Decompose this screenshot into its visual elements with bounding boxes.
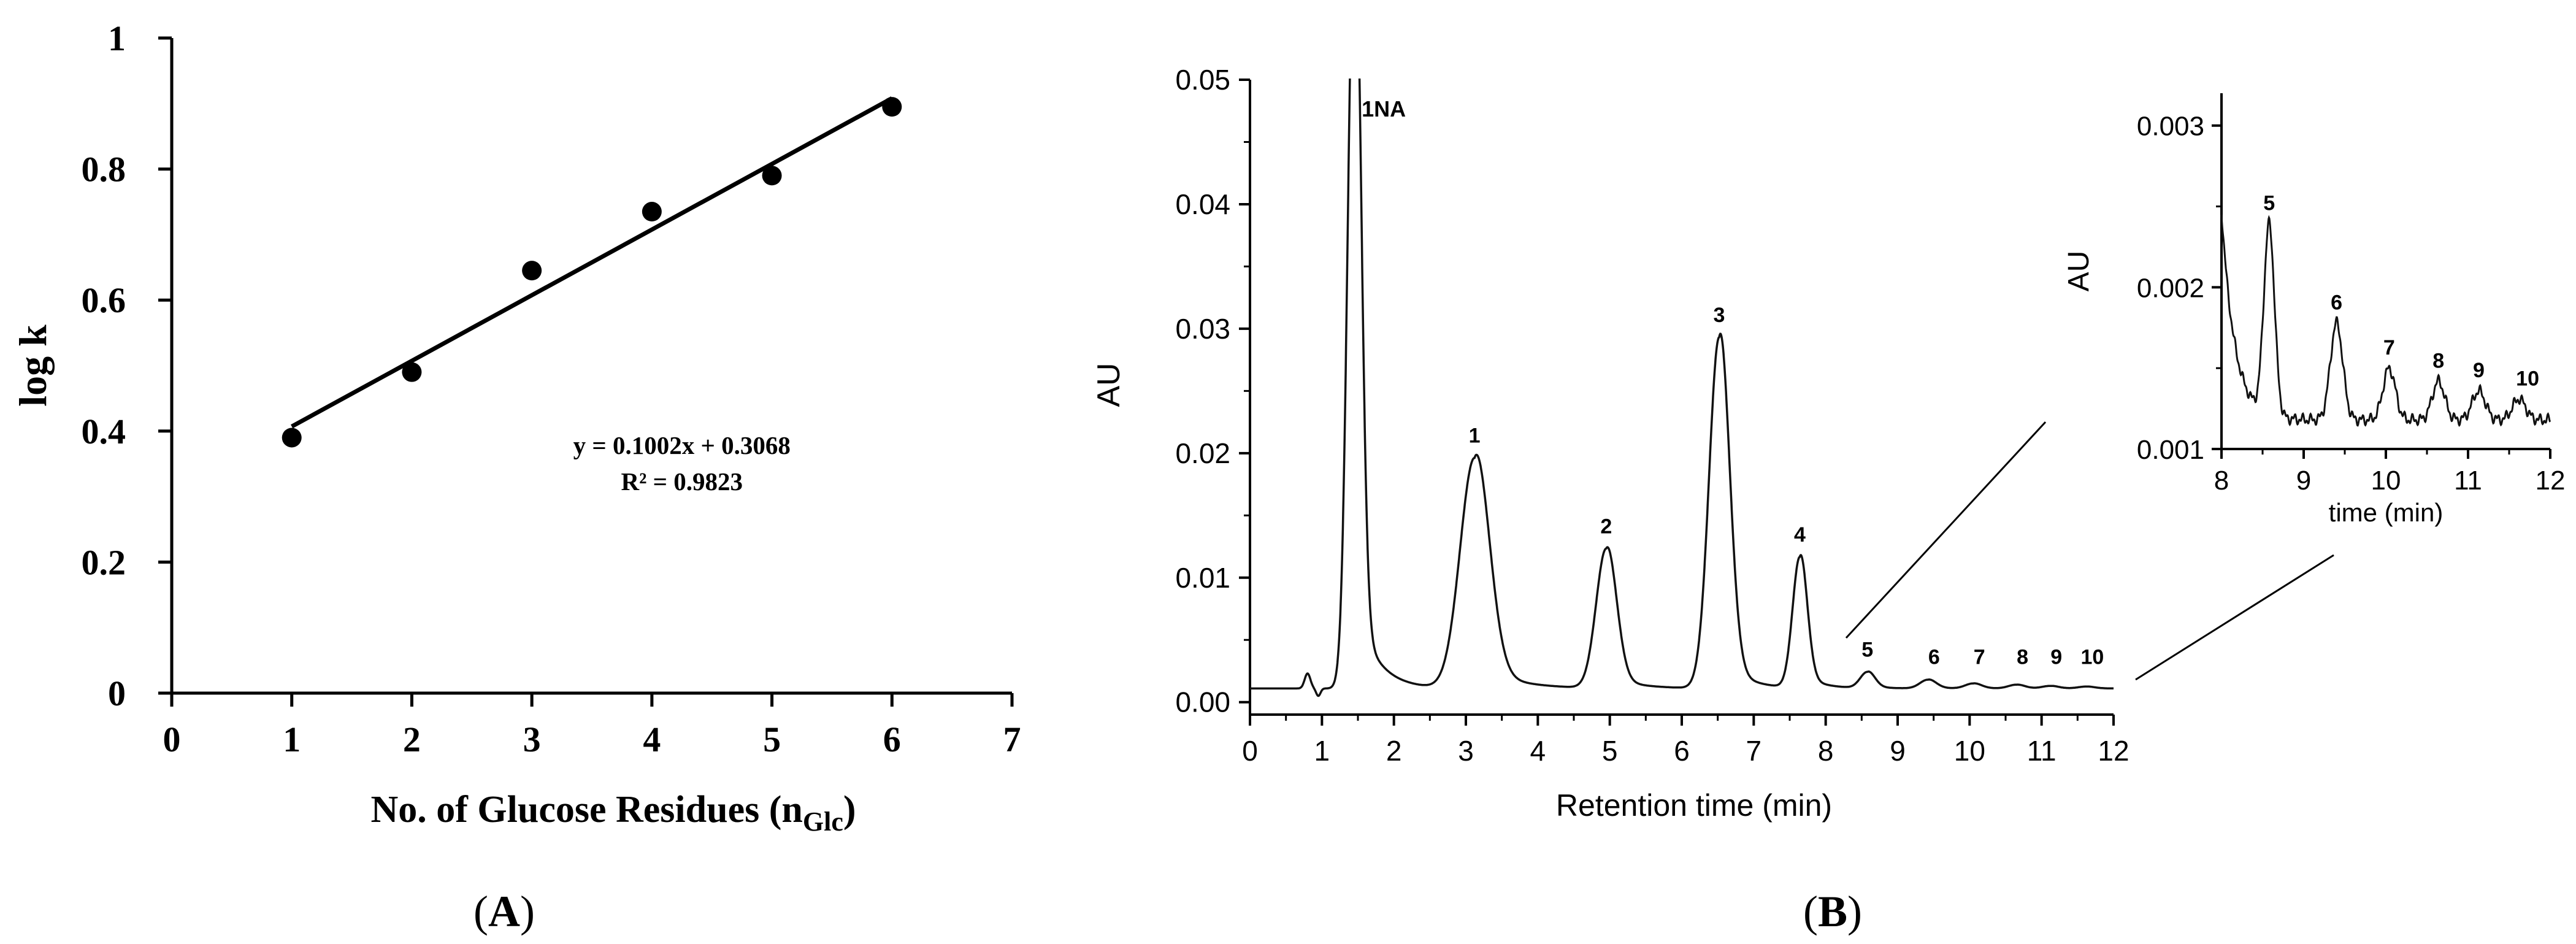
panel-letter: B: [1818, 887, 1847, 936]
inset-x-axis-title: time (min): [2329, 498, 2444, 527]
paren-close: ): [520, 887, 535, 936]
x-tick-label: 9: [1890, 735, 1906, 767]
inset-y-axis-title: AU: [2063, 251, 2095, 292]
inset-peak-label: 8: [2432, 349, 2444, 372]
panel-letter: A: [488, 887, 520, 936]
y-tick-label: 0.4: [82, 412, 126, 451]
panel-label-a: (A): [473, 887, 535, 936]
peak-label: 7: [1974, 645, 1985, 669]
inset-x-tick-label: 8: [2214, 466, 2229, 496]
x-tick-label: 1: [283, 720, 301, 759]
y-tick-label: 0.03: [1175, 313, 1230, 345]
inset-peak-label: 5: [2263, 191, 2275, 215]
y-tick-label: 0.00: [1175, 686, 1230, 718]
x-axis-title-subscript: Glc: [803, 807, 843, 837]
data-point: [402, 362, 422, 382]
paren-open: (: [1803, 887, 1818, 936]
x-tick-label: 0: [163, 720, 181, 759]
paren-close: ): [1847, 887, 1862, 936]
x-tick-label: 10: [1954, 735, 1985, 767]
x-axis-title-close: ): [843, 789, 856, 831]
inset-peak-label: 6: [2331, 291, 2342, 314]
data-point: [762, 166, 782, 186]
inset-peak-label: 10: [2516, 367, 2539, 390]
y-tick-label: 0.04: [1175, 188, 1230, 220]
inset-y-tick-label: 0.001: [2137, 435, 2204, 465]
y-tick-label: 0.01: [1175, 562, 1230, 594]
x-tick-label: 3: [1458, 735, 1474, 767]
peak-label: 4: [1794, 523, 1806, 547]
x-tick-label: 2: [403, 720, 421, 759]
x-tick-label: 7: [1003, 720, 1021, 759]
inset-x-tick-label: 12: [2536, 466, 2566, 496]
inset-trace: [2220, 214, 2551, 428]
x-tick-label: 7: [1746, 735, 1762, 767]
data-point: [642, 202, 662, 222]
y-tick-label: 0: [108, 673, 126, 713]
r-squared: R² = 0.9823: [621, 467, 743, 496]
y-axis-title: log k: [11, 324, 55, 407]
y-axis-title: AU: [1091, 363, 1127, 407]
inset-x-tick-label: 9: [2296, 466, 2311, 496]
inset-x-tick-label: 11: [2454, 466, 2482, 496]
peak-label: 6: [1928, 645, 1940, 669]
panel-label-b: (B): [1803, 887, 1862, 936]
x-tick-label: 6: [1674, 735, 1690, 767]
inset-y-tick-label: 0.002: [2137, 273, 2204, 303]
inset-peak-label: 9: [2473, 359, 2485, 382]
x-tick-label: 0: [1242, 735, 1258, 767]
data-point: [882, 97, 902, 117]
zoom-connector-lower: [2135, 554, 2334, 681]
x-axis-title: No. of Glucose Residues (nGlc): [370, 789, 856, 837]
panel-a: 0 1 2 3 4 5 6 7 0 0.2 0.4 0.6 0.8 1 y = 0.1002x + 0.30…: [11, 18, 1021, 936]
y-tick-label: 0.2: [82, 542, 126, 582]
x-tick-label: 8: [1818, 735, 1834, 767]
x-tick-label: 4: [643, 720, 661, 759]
peak-label: 9: [2050, 645, 2062, 669]
x-tick-label: 6: [883, 720, 901, 759]
x-tick-label: 5: [763, 720, 781, 759]
x-axis-title-main: No. of Glucose Residues (n: [370, 789, 802, 831]
data-point: [522, 261, 542, 281]
panel-b: 0 1 2 3 4 5 6 7 8 9 10 11 120.000.010.020.030.040.05…: [1091, 64, 2334, 936]
y-tick-label: 0.6: [82, 280, 126, 320]
inset-y-tick-label: 0.003: [2137, 112, 2204, 142]
inset-x-tick-label: 10: [2371, 466, 2401, 496]
fit-line: [291, 96, 893, 429]
x-axis-title: Retention time (min): [1556, 788, 1832, 823]
x-tick-label: 12: [2098, 735, 2129, 767]
inset-peak-label: 7: [2383, 336, 2395, 359]
peak-label: 8: [2017, 645, 2028, 669]
peak-label: 10: [2080, 645, 2104, 669]
peak-label: 2: [1600, 515, 1612, 538]
peak-label: 5: [1861, 638, 1873, 661]
peak-label: 1: [1469, 424, 1481, 448]
peak-label: 3: [1714, 304, 1725, 327]
data-point: [282, 428, 302, 448]
paren-open: (: [473, 887, 488, 936]
x-tick-label: 1: [1314, 735, 1330, 767]
y-tick-label: 0.05: [1175, 64, 1230, 96]
y-tick-label: 1: [108, 18, 126, 58]
x-tick-label: 3: [523, 720, 541, 759]
peak-label: 1NA: [1362, 96, 1406, 121]
chromatogram-trace: [1250, 79, 2114, 697]
zoom-connector-upper: [1845, 421, 2047, 639]
x-tick-label: 4: [1530, 735, 1546, 767]
y-tick-label: 0.02: [1175, 437, 1230, 469]
fit-equation: y = 0.1002x + 0.3068: [573, 431, 791, 459]
x-tick-label: 11: [2027, 735, 2057, 767]
x-tick-label: 2: [1386, 735, 1402, 767]
y-tick-label: 0.8: [82, 150, 126, 190]
x-tick-label: 5: [1602, 735, 1618, 767]
